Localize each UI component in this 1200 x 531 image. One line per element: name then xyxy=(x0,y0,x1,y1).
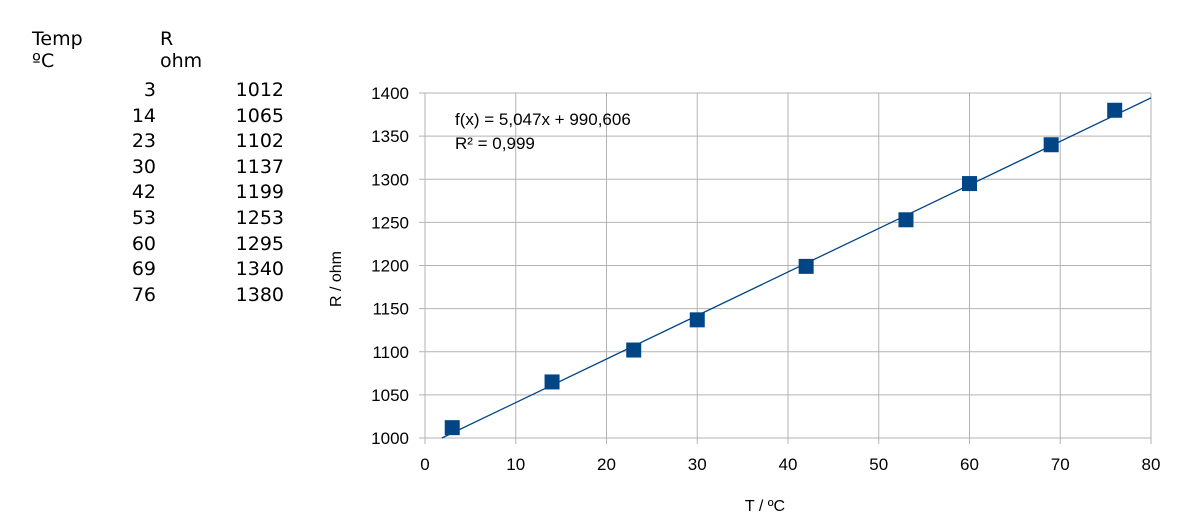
temp-cell: 3 xyxy=(143,79,156,101)
y-tick-label: 1350 xyxy=(371,127,409,146)
y-tick-labels: 1000 1050 1100 1150 1200 1250 1300 1350 1400 xyxy=(371,84,409,448)
data-point xyxy=(444,420,460,436)
resistance-cell: 1295 xyxy=(235,232,284,255)
temp-cell: 69 xyxy=(131,258,156,281)
resistance-cell: 1012 xyxy=(235,79,284,101)
y-axis-label: R / ohm xyxy=(328,251,345,307)
temp-cell: 30 xyxy=(131,155,156,178)
data-point xyxy=(798,258,814,274)
grid-lines xyxy=(424,92,1152,439)
x-tick-label: 60 xyxy=(960,455,979,474)
r-header-unit: ohm xyxy=(160,50,203,72)
r-header-label: R xyxy=(160,28,174,50)
temp-header-label: Temp xyxy=(32,28,83,50)
temp-header-unit: ºC xyxy=(32,50,55,72)
data-point xyxy=(1107,102,1123,118)
y-tick-label: 1250 xyxy=(371,213,409,232)
data-point xyxy=(626,342,642,358)
x-tick-label: 80 xyxy=(1142,455,1161,474)
temp-cell: 53 xyxy=(131,207,156,229)
resistance-cell: 1253 xyxy=(235,207,284,229)
x-tick-label: 0 xyxy=(420,455,429,474)
temp-cell: 76 xyxy=(131,283,156,306)
x-tick-label: 30 xyxy=(688,455,707,474)
x-tick-label: 20 xyxy=(597,455,616,474)
data-point xyxy=(544,374,560,390)
y-tick-label: 1050 xyxy=(371,386,409,405)
resistance-cell: 1380 xyxy=(235,283,284,306)
y-tick-label: 1200 xyxy=(371,257,409,276)
y-tick-label: 1300 xyxy=(371,170,409,189)
x-tick-label: 70 xyxy=(1051,455,1070,474)
x-tick-labels: 0 10 20 30 40 50 60 70 80 xyxy=(420,455,1160,474)
resistance-cell: 1137 xyxy=(235,155,284,178)
trend-equation: f(x) = 5,047x + 990,606 xyxy=(455,110,631,129)
axes xyxy=(419,92,1152,444)
y-tick-label: 1000 xyxy=(371,429,409,448)
x-axis-label: T / ºC xyxy=(745,498,785,515)
temp-cell: 42 xyxy=(131,181,156,204)
r-header: R ohm xyxy=(160,28,202,72)
x-tick-label: 50 xyxy=(869,455,888,474)
data-point xyxy=(962,176,977,192)
trendline xyxy=(441,97,1152,439)
resistance-cell: 1065 xyxy=(235,104,284,127)
resistance-cell: 1199 xyxy=(235,181,284,204)
x-tick-label: 40 xyxy=(779,455,798,474)
data-point xyxy=(689,312,705,328)
temp-header: Temp ºC xyxy=(32,28,83,72)
resistance-cell: 1102 xyxy=(235,130,284,153)
data-points xyxy=(444,102,1123,436)
y-tick-label: 1400 xyxy=(371,84,409,103)
data-point xyxy=(898,212,914,228)
x-tick-label: 10 xyxy=(506,455,525,474)
y-tick-label: 1100 xyxy=(372,343,409,362)
y-tick-label: 1150 xyxy=(372,300,409,319)
resistance-cell: 1340 xyxy=(235,258,284,281)
temp-cell: 23 xyxy=(131,130,156,153)
data-point xyxy=(1043,137,1059,153)
temp-cell: 14 xyxy=(131,104,156,127)
trend-r2: R² = 0,999 xyxy=(455,134,535,153)
data-table: Temp ºC R ohm 3 1012 14 1065 23 1102 30 1137 42 1… xyxy=(0,0,300,320)
temp-cell: 60 xyxy=(131,232,156,255)
